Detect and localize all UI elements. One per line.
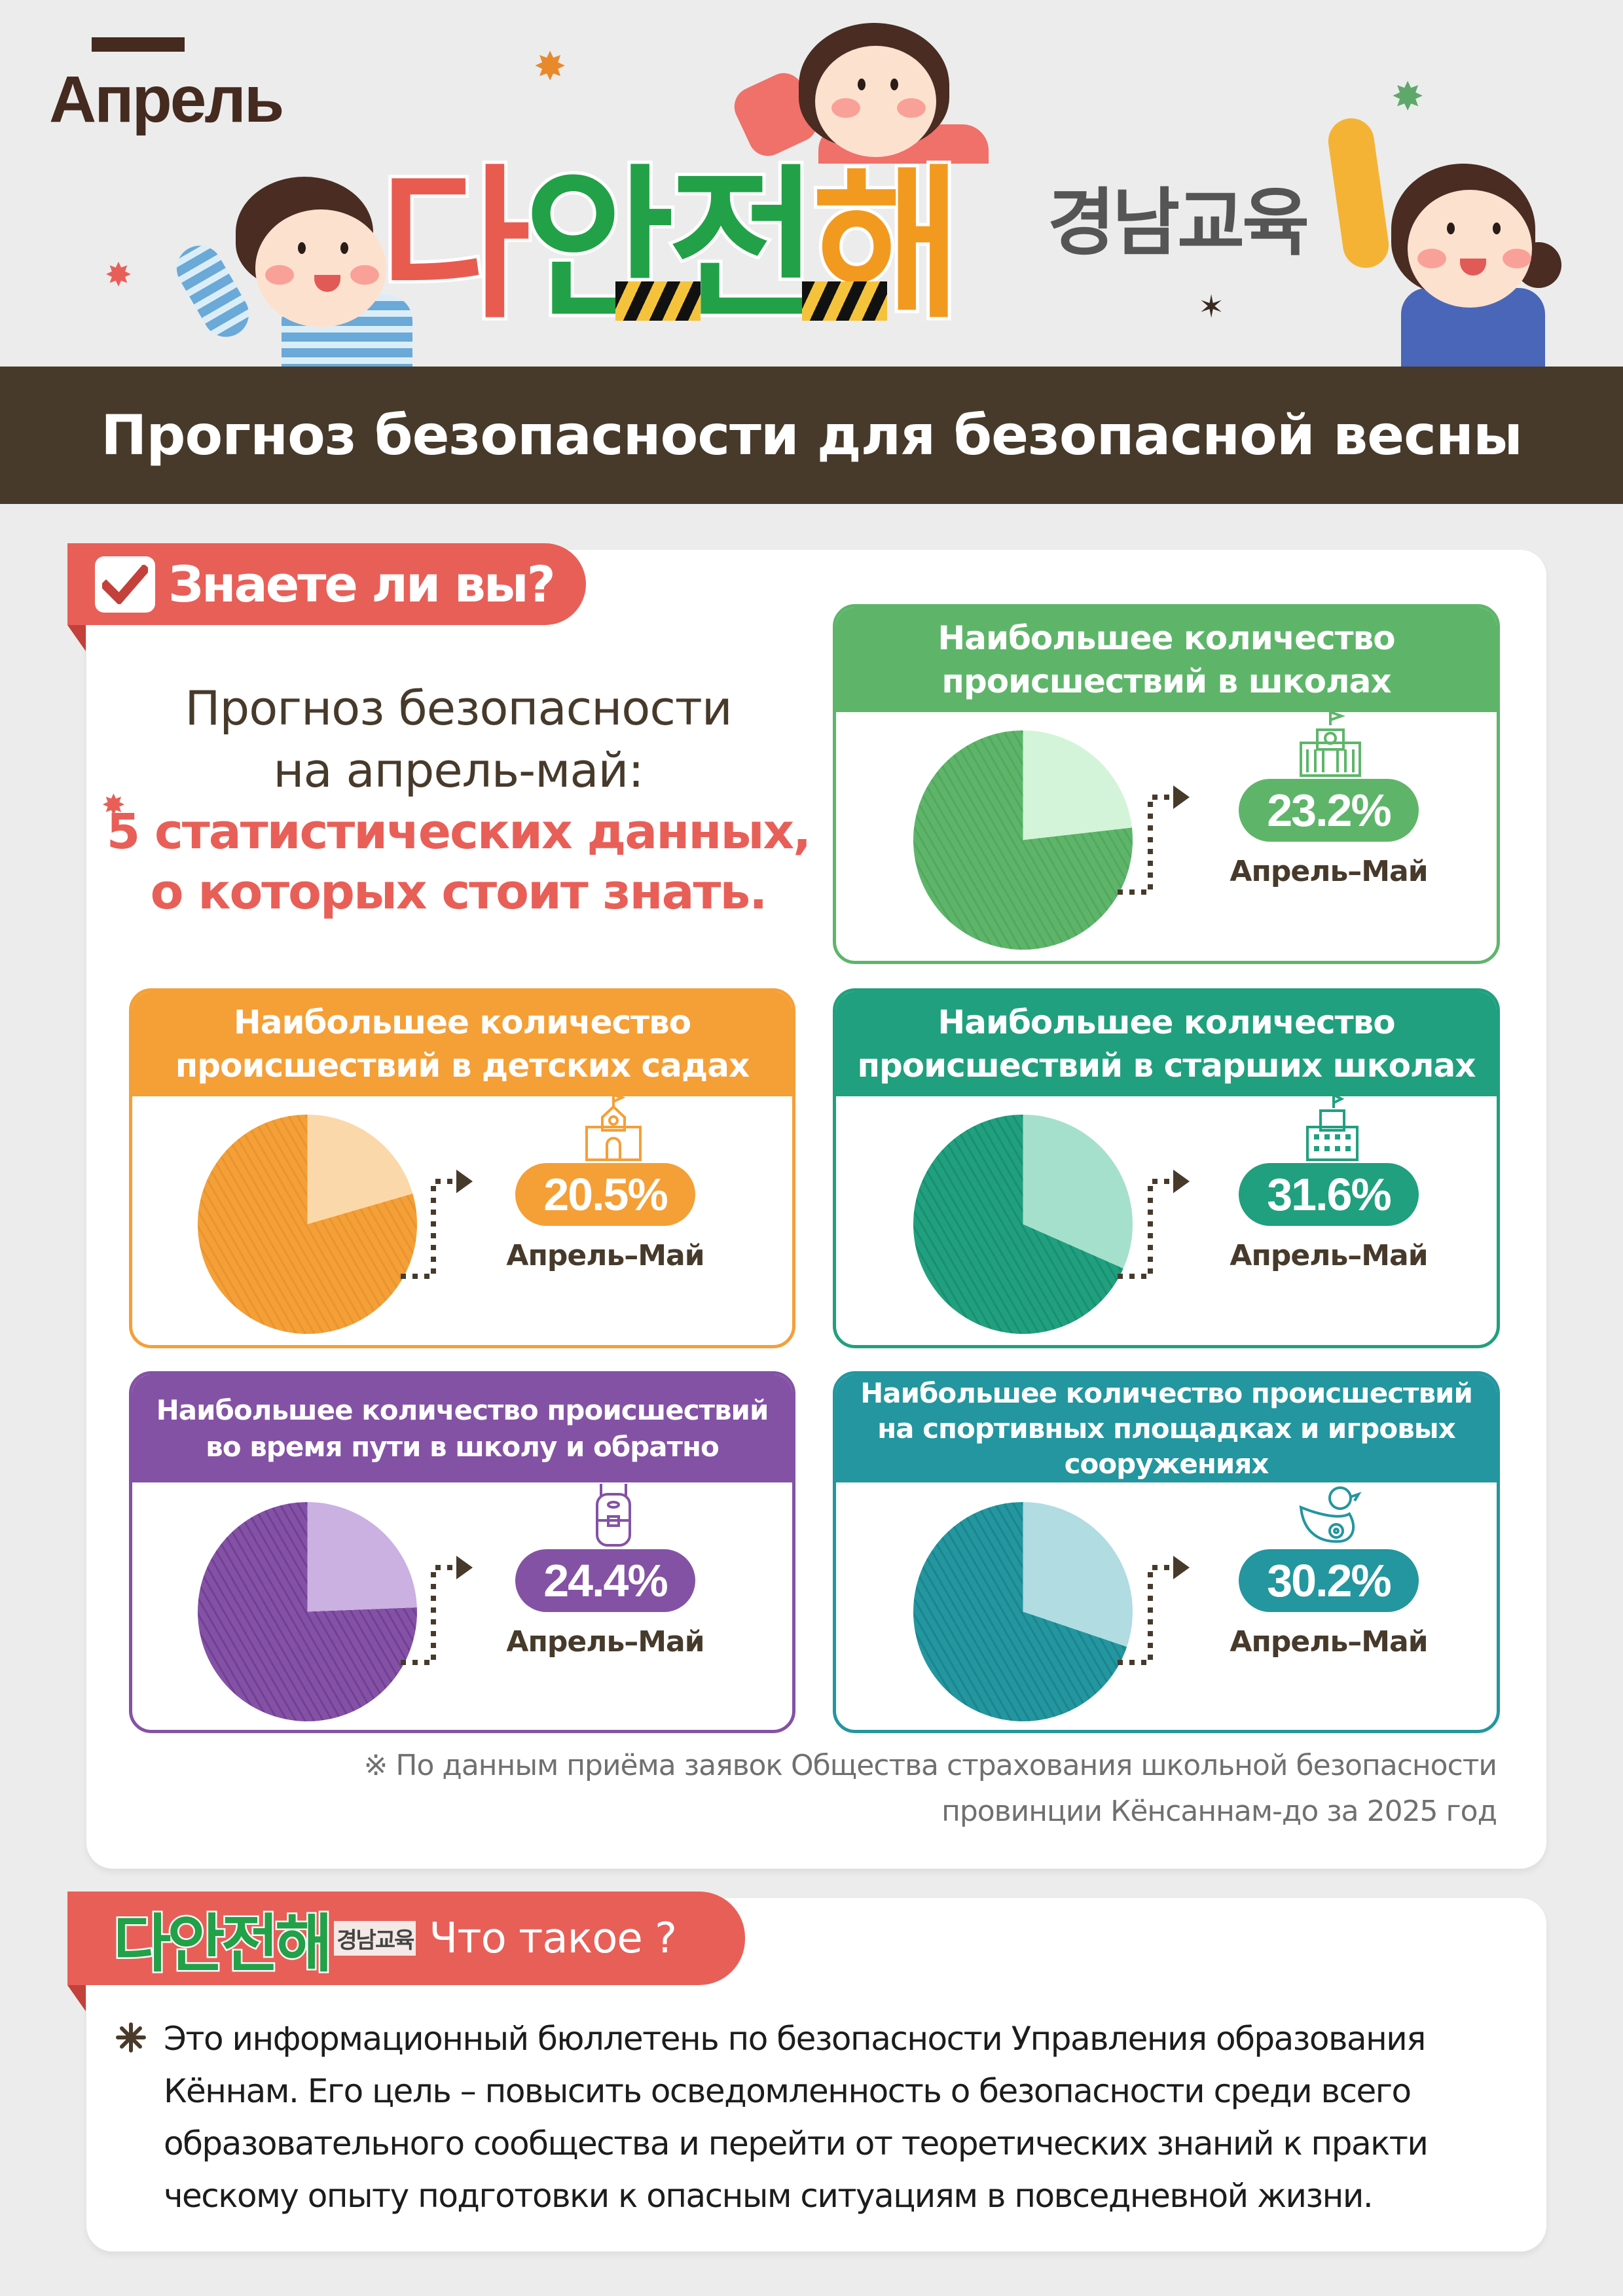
stat-period: Апрель–Май [506,1239,704,1272]
stat-title: Наибольшее количество происшествий во вр… [132,1374,792,1482]
checkbox-icon [95,556,155,613]
intro-highlight: о которых стоит знать. [150,864,768,920]
stat-value-badge: 23.2% [1239,779,1419,842]
star-icon: ✸ [105,256,132,294]
stat-period: Апрель–Май [1230,1239,1428,1272]
what-is-label: Что такое ? [429,1914,677,1963]
dotted-arrow-icon [1118,785,1190,895]
tab-fold [67,625,86,651]
stat-period: Апрель–Май [506,1625,704,1659]
boy-illustration [168,164,458,373]
stat-card-playgrounds: Наибольшее количество происшествий на сп… [833,1371,1500,1733]
star-icon: ✸ [534,44,567,90]
pie-chart [913,1502,1133,1721]
title-band [0,367,1623,504]
star-icon: ✸ [1391,74,1425,120]
school-building-icon [1300,711,1361,777]
girl-illustration-right [1325,115,1597,367]
dotted-arrow-icon [401,1556,473,1665]
dotted-arrow-icon [401,1170,473,1279]
star-icon: ✸ [101,789,126,822]
logo-syllable: 다 [376,154,534,336]
stat-card-kindergartens: Наибольшее количество происшествий в дет… [129,988,795,1348]
pie-chart [913,730,1133,950]
stat-card-schools: Наибольшее количество происшествий в шко… [833,604,1500,964]
dotted-arrow-icon [1118,1170,1190,1279]
month-accent-bar [92,37,185,52]
month-label: Апрель [49,63,284,136]
did-you-know-label: Знаете ли вы? [168,555,556,613]
kindergarten-building-icon [585,1094,642,1161]
stat-title: Наибольшее количество происшествий в шко… [836,607,1497,712]
pie-chart [198,1115,417,1334]
mini-logo-subtitle: 경남교육 [334,1921,416,1956]
chevron-stripes-icon [802,281,887,321]
intro-highlight: 5 статистических данных, [106,804,811,860]
stat-title: Наибольшее количество происшествий в ста… [836,992,1497,1096]
footnote-line: ※ По данным приёма заявок Общества страх… [363,1749,1497,1782]
chevron-stripes-icon [615,281,701,321]
did-you-know-tab: Знаете ли вы? [67,543,586,625]
pie-chart [913,1115,1133,1334]
footnote-line: провинции Кёнсаннам-до за 2025 год [941,1795,1497,1828]
pie-chart [198,1502,417,1721]
stat-value-badge: 24.4% [515,1549,695,1612]
stat-value-badge: 30.2% [1239,1549,1419,1612]
logo-subtitle: 경남교육 [1048,181,1309,266]
intro-line: Прогноз безопасности [185,681,732,736]
stat-title: Наибольшее количество происшествий на сп… [836,1374,1497,1482]
stat-value-badge: 31.6% [1239,1163,1419,1226]
girl-illustration-top [720,7,1021,164]
toy-duck-icon [1299,1486,1362,1543]
stat-period: Апрель–Май [1230,855,1428,888]
what-is-tab: 다안전해 경남교육 Что такое ? [67,1892,745,1985]
dotted-arrow-icon [1118,1556,1190,1665]
intro-line: на апрель-май: [273,743,644,798]
mini-logo: 다안전해 [111,1908,334,1981]
high-school-building-icon [1306,1094,1359,1161]
stat-value-badge: 20.5% [515,1163,695,1226]
page-title: Прогноз безопасности для безопасной весн… [101,403,1523,467]
intro-text: Прогноз безопасности на апрель-май: 5 ст… [92,677,825,922]
about-description: Это информационный бюллетень по безопасн… [164,2020,1429,2215]
backpack-icon [596,1484,631,1547]
star-icon: ✶ [1198,289,1225,325]
stat-card-commute: Наибольшее количество происшествий во вр… [129,1371,795,1733]
stat-period: Апрель–Май [1230,1625,1428,1659]
sparkle-bullet-icon [116,2022,146,2053]
stat-title: Наибольшее количество происшествий в дет… [132,992,792,1096]
tab-fold [67,1985,86,2011]
stat-card-high-schools: Наибольшее количество происшествий в ста… [833,988,1500,1348]
